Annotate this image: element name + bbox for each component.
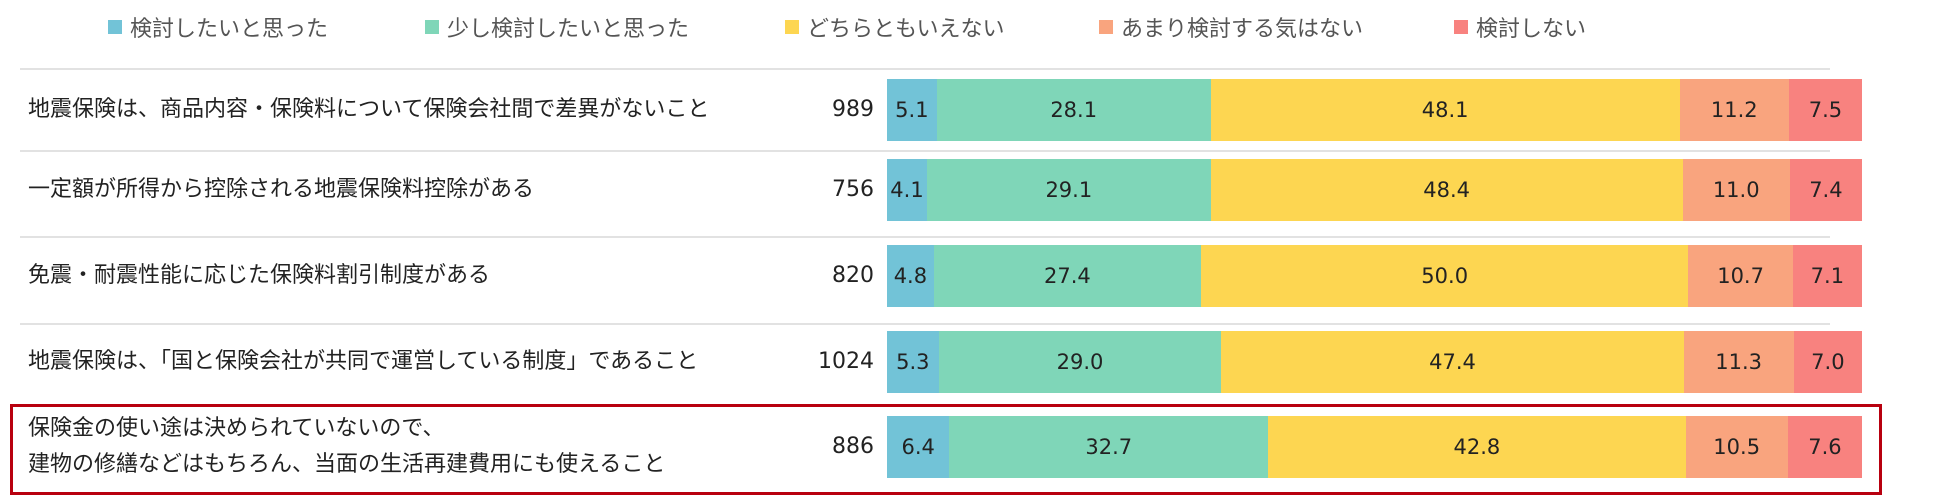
row-label: 地震保険は、商品内容・保険料について保険会社間で差異がないこと — [28, 92, 709, 128]
bar-segment: 10.5 — [1685, 416, 1788, 478]
row-label: 一定額が所得から控除される地震保険料控除がある — [28, 172, 534, 208]
legend-label: 少し検討したいと思った — [447, 17, 690, 42]
legend-swatch — [1454, 20, 1468, 34]
highlighted-row-frame — [10, 404, 1882, 495]
bar-segment: 7.5 — [1788, 79, 1862, 141]
legend-item: 検討したいと思った — [108, 10, 328, 44]
bar-segment: 29.0 — [938, 331, 1222, 393]
bar-segment: 28.1 — [936, 79, 1211, 141]
bar-segment: 5.1 — [887, 79, 937, 141]
bar-segment: 7.6 — [1787, 416, 1862, 478]
bar-segment: 32.7 — [949, 416, 1269, 478]
row-sample-size: 989 — [832, 97, 874, 122]
bar-segment: 50.0 — [1200, 245, 1689, 307]
bar-segment: 4.1 — [887, 159, 927, 221]
bar-segment: 29.1 — [926, 159, 1211, 221]
bar-segment: 11.2 — [1679, 79, 1789, 141]
row-label: 免震・耐震性能に応じた保険料割引制度がある — [28, 258, 490, 294]
bar-segment: 27.4 — [933, 245, 1201, 307]
legend-label: あまり検討する気はない — [1121, 17, 1364, 42]
chart-legend: 検討したいと思った 少し検討したいと思った どちらともいえない あまり検討する気はない… — [0, 10, 1950, 44]
row-sample-size: 820 — [832, 263, 874, 288]
bar-segment: 7.4 — [1789, 159, 1862, 221]
legend-item: 少し検討したいと思った — [425, 10, 689, 44]
legend-label: どちらともいえない — [807, 17, 1005, 42]
legend-swatch — [108, 20, 122, 34]
legend-label: 検討したいと思った — [130, 17, 329, 42]
row-divider — [20, 236, 1830, 238]
row-label-line: 地震保険は、商品内容・保険料について保険会社間で差異がないこと — [28, 97, 710, 122]
bar-segment: 11.3 — [1683, 331, 1794, 393]
legend-item: 検討しない — [1454, 10, 1586, 44]
row-label-line: 一定額が所得から控除される地震保険料控除がある — [28, 177, 535, 202]
bar-segment: 42.8 — [1268, 416, 1686, 478]
row-sample-size: 886 — [832, 434, 874, 459]
row-label: 地震保険は、「国と保険会社が共同で運営している制度」であること — [28, 344, 698, 380]
stacked-bar: 6.4 32.7 42.8 10.5 7.6 — [887, 416, 1862, 478]
legend-item: どちらともいえない — [785, 10, 1005, 44]
stacked-bar: 5.1 28.1 48.1 11.2 7.5 — [887, 79, 1862, 141]
row-label: 保険金の使い途は決められていないので、建物の修繕などはもちろん、当面の生活再建費… — [28, 411, 665, 483]
legend-label: 検討しない — [1476, 17, 1587, 42]
row-label-line: 地震保険は、「国と保険会社が共同で運営している制度」であること — [28, 349, 699, 374]
row-sample-size: 756 — [832, 177, 874, 202]
row-label-line: 免震・耐震性能に応じた保険料割引制度がある — [28, 263, 491, 288]
bar-segment: 7.1 — [1792, 245, 1862, 307]
bar-segment: 47.4 — [1221, 331, 1684, 393]
legend-item: あまり検討する気はない — [1099, 10, 1363, 44]
row-label-line: 建物の修繕などはもちろん、当面の生活再建費用にも使えること — [28, 452, 666, 477]
bar-segment: 10.7 — [1688, 245, 1793, 307]
bar-segment: 4.8 — [887, 245, 934, 307]
legend-swatch — [425, 20, 439, 34]
bar-segment: 5.3 — [887, 331, 939, 393]
row-divider — [20, 68, 1830, 70]
stacked-bar: 4.1 29.1 48.4 11.0 7.4 — [887, 159, 1862, 221]
row-divider — [20, 323, 1830, 325]
bar-segment: 48.4 — [1210, 159, 1683, 221]
bar-segment: 48.1 — [1210, 79, 1680, 141]
legend-swatch — [1099, 20, 1113, 34]
stacked-bar: 4.8 27.4 50.0 10.7 7.1 — [887, 245, 1862, 307]
bar-segment: 11.0 — [1682, 159, 1790, 221]
row-sample-size: 1024 — [818, 349, 874, 374]
stacked-bar: 5.3 29.0 47.4 11.3 7.0 — [887, 331, 1862, 393]
row-divider — [20, 150, 1830, 152]
bar-segment: 7.0 — [1793, 331, 1862, 393]
legend-swatch — [785, 20, 799, 34]
row-label-line: 保険金の使い途は決められていないので、 — [28, 416, 445, 441]
bar-segment: 6.4 — [887, 416, 950, 478]
